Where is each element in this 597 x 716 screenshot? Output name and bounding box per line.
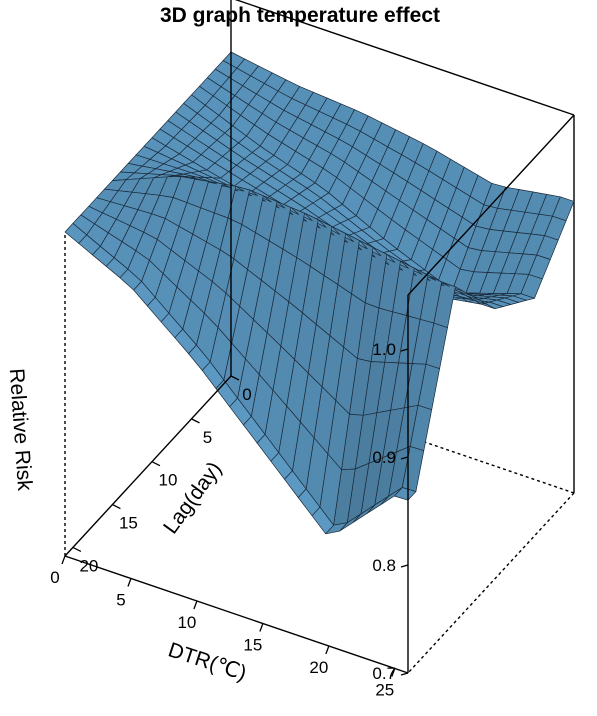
x-tick-mark (259, 623, 264, 632)
z-tick-mark (400, 456, 409, 460)
box-edge-front-floor (64, 555, 409, 674)
axis-ticks: 0.7 0.8 0.9 1.0 0 5 10 15 20 25 0 5 10 15 20 (50, 340, 409, 700)
z-tick-label: 0.8 (372, 556, 396, 575)
x-tick-mark (127, 578, 132, 587)
x-tick-label: 10 (177, 613, 196, 632)
y-tick-mark (230, 375, 240, 381)
x-tick-label: 25 (375, 681, 394, 700)
chart-title: 3D graph temperature effect (160, 4, 440, 27)
box-edge-back-floor (407, 492, 575, 674)
y-axis-label: Lag(day) (159, 458, 226, 539)
z-tick-mark (400, 564, 409, 568)
z-tick-mark (400, 672, 409, 676)
x-tick-mark (325, 645, 330, 655)
box-edge-top (234, 0, 575, 116)
z-tick-label: 1.0 (372, 340, 396, 359)
x-tick-label: 5 (116, 591, 125, 610)
x-axis-label: DTR(℃) (165, 638, 249, 685)
x-tick-label: 0 (50, 568, 59, 587)
risk-surface (64, 51, 575, 535)
y-tick-mark (72, 546, 82, 553)
y-tick-label: 10 (158, 471, 177, 490)
x-tick-mark (61, 555, 66, 565)
x-tick-label: 20 (309, 658, 328, 677)
z-axis-label: Relative Risk (5, 368, 37, 492)
z-tick-label: 0.9 (372, 448, 396, 467)
box-edge-front-floor (64, 375, 232, 557)
surface-facet (64, 223, 87, 244)
y-tick-label: 5 (203, 428, 212, 447)
bounding-box-front (64, 0, 575, 674)
box-edge-top (407, 114, 575, 296)
z-tick-mark (400, 348, 409, 352)
x-tick-mark (391, 668, 396, 677)
x-tick-label: 15 (243, 636, 262, 655)
y-tick-label: 20 (79, 556, 98, 575)
y-tick-mark (112, 503, 121, 510)
y-tick-label: 0 (242, 385, 251, 404)
y-tick-mark (191, 418, 200, 424)
z-tick-label: 0.7 (372, 664, 396, 683)
y-tick-label: 15 (119, 514, 138, 533)
y-tick-mark (151, 461, 161, 467)
x-tick-mark (193, 600, 198, 610)
